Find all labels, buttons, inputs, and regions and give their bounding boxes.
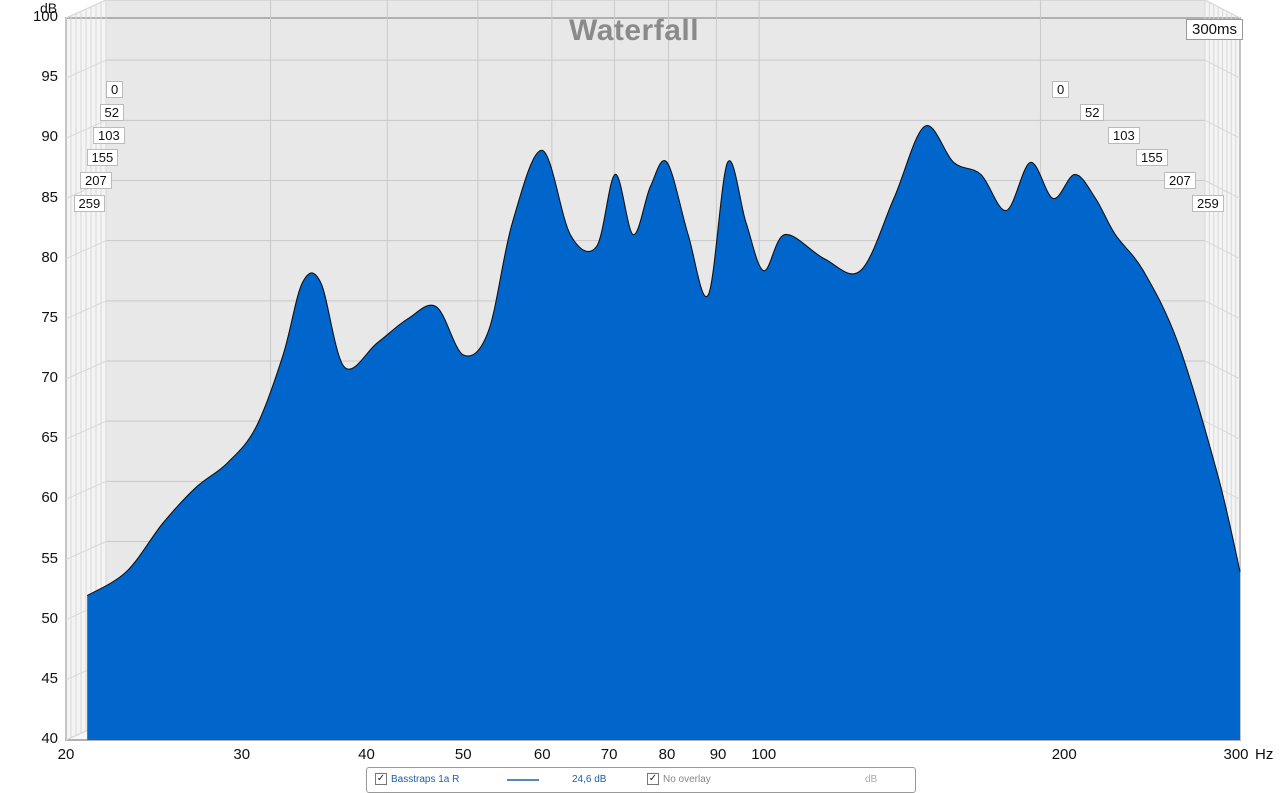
- z-label-left: 155: [86, 149, 119, 167]
- x-tick-label: 60: [533, 746, 551, 763]
- y-tick-label: 85: [41, 188, 58, 206]
- x-tick-label: 300: [1223, 746, 1249, 763]
- y-tick-label: 55: [41, 549, 58, 567]
- y-axis-unit: dB: [40, 0, 58, 16]
- z-label-left: 207: [80, 172, 112, 190]
- z-label-left: 103: [93, 126, 125, 144]
- waterfall-slices: [86, 125, 1241, 741]
- y-tick-label: 80: [41, 248, 58, 266]
- z-label-left: 259: [73, 195, 106, 212]
- y-tick-label: 100: [32, 8, 58, 25]
- slice-line: [86, 125, 1241, 597]
- z-label-right: 259: [1192, 195, 1224, 212]
- y-tick-label: 95: [41, 68, 58, 86]
- time-window-label: 300ms: [1186, 19, 1244, 40]
- x-tick-label: 30: [233, 746, 251, 763]
- x-tick-label: 40: [358, 746, 375, 763]
- y-tick-label: 65: [41, 429, 58, 447]
- x-tick-label: 100: [751, 746, 777, 763]
- y-tick-label: 75: [41, 308, 58, 326]
- x-tick-label: 50: [454, 746, 472, 763]
- series-value: 24,6 dB: [572, 774, 607, 785]
- y-tick-label: 40: [41, 730, 58, 747]
- series-name: Basstraps 1a R: [391, 774, 460, 785]
- y-tick-label: 60: [41, 489, 58, 507]
- z-label-right: 0: [1052, 81, 1070, 98]
- z-label-left: 0: [106, 81, 124, 98]
- chart-title: Waterfall: [569, 14, 700, 47]
- x-tick-label: 200: [1051, 746, 1077, 763]
- z-label-left: 52: [99, 103, 124, 121]
- z-label-right: 207: [1164, 172, 1196, 190]
- z-label-right: 155: [1136, 149, 1168, 167]
- z-label-right: 103: [1108, 126, 1140, 144]
- x-tick-label: 70: [600, 746, 618, 763]
- legend-unit: dB: [865, 774, 878, 785]
- z-label-right: 52: [1080, 103, 1105, 121]
- series-line-swatch: [507, 779, 539, 781]
- x-tick-label: 80: [658, 746, 676, 763]
- series-checkbox[interactable]: ✓: [375, 773, 387, 785]
- y-tick-label: 45: [41, 669, 58, 687]
- slice-fill: [87, 125, 1241, 741]
- legend-bar: ✓ Basstraps 1a R 24,6 dB ✓ No overlay dB: [366, 767, 916, 793]
- overlay-checkbox[interactable]: ✓: [647, 773, 659, 785]
- x-tick-label: 20: [57, 746, 75, 763]
- y-tick-label: 50: [41, 609, 58, 627]
- y-tick-label: 90: [41, 128, 58, 146]
- x-tick-label: 90: [709, 746, 727, 763]
- x-axis-unit: Hz: [1255, 746, 1274, 763]
- overlay-label: No overlay: [663, 774, 711, 785]
- y-tick-label: 70: [41, 369, 58, 386]
